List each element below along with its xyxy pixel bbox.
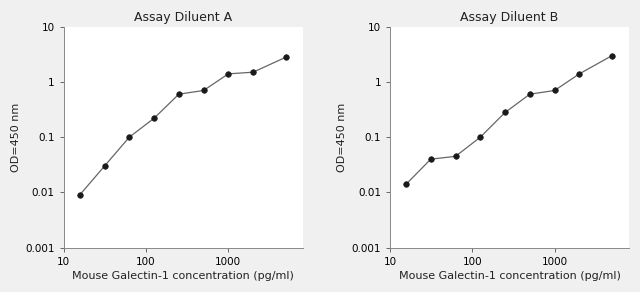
Y-axis label: OD=450 nm: OD=450 nm — [11, 102, 21, 172]
X-axis label: Mouse Galectin-1 concentration (pg/ml): Mouse Galectin-1 concentration (pg/ml) — [72, 271, 294, 281]
Title: Assay Diluent A: Assay Diluent A — [134, 11, 232, 24]
Title: Assay Diluent B: Assay Diluent B — [460, 11, 559, 24]
X-axis label: Mouse Galectin-1 concentration (pg/ml): Mouse Galectin-1 concentration (pg/ml) — [399, 271, 620, 281]
Y-axis label: OD=450 nm: OD=450 nm — [337, 102, 348, 172]
